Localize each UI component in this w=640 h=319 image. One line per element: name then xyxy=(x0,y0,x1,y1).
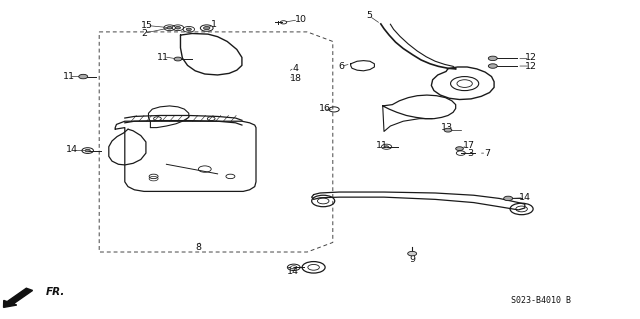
Text: 7: 7 xyxy=(484,149,491,158)
Text: 6: 6 xyxy=(338,63,344,71)
Circle shape xyxy=(204,26,210,30)
Text: 2: 2 xyxy=(141,29,147,38)
Circle shape xyxy=(488,64,497,68)
Text: 12: 12 xyxy=(525,53,537,62)
Circle shape xyxy=(186,28,191,31)
Text: S023-B4010 B: S023-B4010 B xyxy=(511,296,571,305)
Text: 3: 3 xyxy=(467,149,474,158)
Text: 14: 14 xyxy=(519,193,531,202)
Text: 14: 14 xyxy=(66,145,77,154)
Circle shape xyxy=(85,149,90,152)
Circle shape xyxy=(79,74,88,79)
Circle shape xyxy=(488,56,497,61)
Circle shape xyxy=(167,26,172,29)
Text: 18: 18 xyxy=(290,74,301,83)
Text: 8: 8 xyxy=(195,243,202,252)
Text: 14: 14 xyxy=(287,267,298,276)
Text: 16: 16 xyxy=(319,104,330,113)
FancyArrow shape xyxy=(4,288,33,308)
Circle shape xyxy=(444,128,452,132)
Text: 17: 17 xyxy=(463,141,475,150)
Text: 12: 12 xyxy=(525,62,537,70)
Circle shape xyxy=(456,147,463,151)
Text: 10: 10 xyxy=(295,15,307,24)
Text: 9: 9 xyxy=(409,255,415,264)
Circle shape xyxy=(408,251,417,256)
Circle shape xyxy=(504,196,513,201)
Circle shape xyxy=(385,146,388,148)
Text: 15: 15 xyxy=(141,21,153,30)
Text: 11: 11 xyxy=(63,72,74,81)
Text: 4: 4 xyxy=(292,64,299,73)
Circle shape xyxy=(175,26,180,29)
Circle shape xyxy=(174,57,182,61)
Text: FR.: FR. xyxy=(46,287,65,297)
Text: 11: 11 xyxy=(157,53,169,62)
Text: 1: 1 xyxy=(211,20,218,29)
Text: 11: 11 xyxy=(376,141,387,150)
Text: 13: 13 xyxy=(441,123,452,132)
Text: 5: 5 xyxy=(366,11,372,20)
